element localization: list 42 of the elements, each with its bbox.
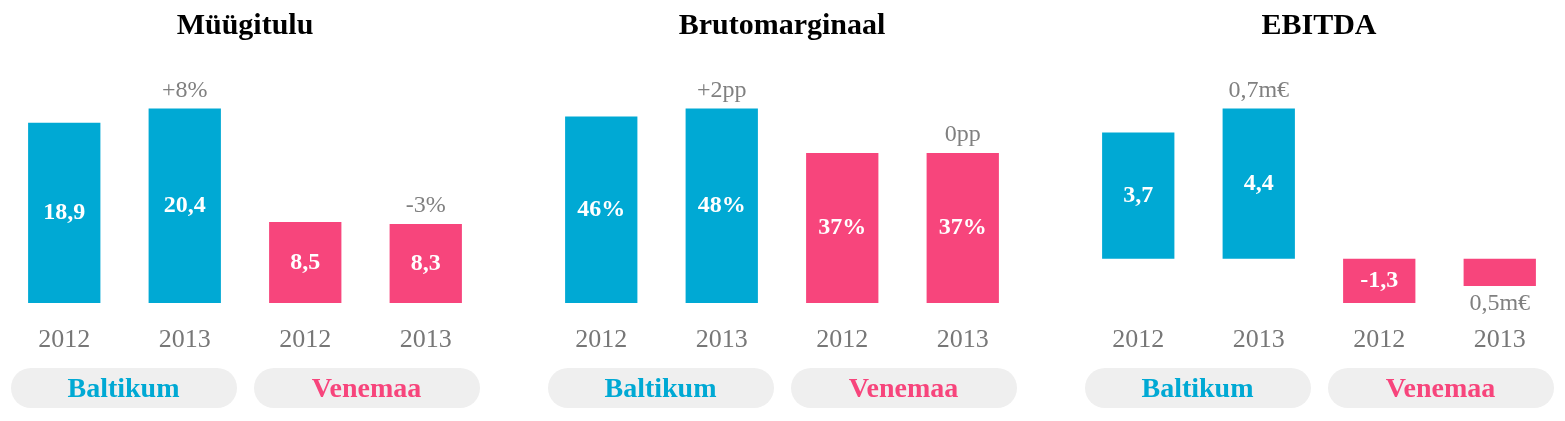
bar: [148, 108, 221, 304]
text: Venemaa: [1327, 368, 1554, 408]
data-label: 46%: [577, 195, 626, 222]
x-tick-label: 2013: [1473, 324, 1526, 354]
data-label: 20,4: [163, 190, 206, 217]
annotation: -3%: [405, 191, 446, 218]
chart-title: EBITDA: [1261, 6, 1377, 40]
data-label: -1,3: [1360, 266, 1399, 293]
text: Baltikum: [1084, 368, 1311, 408]
text: Baltikum: [547, 368, 774, 408]
x-tick-label: 2012: [279, 324, 332, 354]
data-label: 4,4: [1243, 168, 1274, 195]
data-label: 48%: [697, 190, 746, 217]
x-tick-label: 2013: [936, 324, 989, 354]
chart-title: Müügitulu: [176, 6, 314, 40]
text: 0,7m€: [1228, 75, 1290, 102]
text: Venemaa: [253, 368, 480, 408]
annotation: 0pp: [944, 120, 981, 147]
x-tick-label: 2012: [1112, 324, 1165, 354]
x-tick-label: 2012: [575, 324, 628, 354]
x-tick-label: 2012: [38, 324, 91, 354]
x-tick-label: 2013: [399, 324, 452, 354]
annotation: 0,5m€: [1469, 289, 1531, 316]
chart-title: Brutomarginaal: [678, 6, 886, 40]
bar: [389, 223, 462, 304]
data-label: 37%: [818, 213, 867, 240]
data-label: 18,9: [43, 198, 86, 225]
text: +8%: [161, 75, 208, 102]
text: Baltikum: [10, 368, 237, 408]
x-tick-label: 2013: [695, 324, 748, 354]
x-tick-label: 2013: [1232, 324, 1285, 354]
data-label: 3,7: [1123, 180, 1154, 207]
bar: [28, 122, 101, 304]
x-tick-label: 2012: [1353, 324, 1406, 354]
text: +2pp: [696, 75, 747, 102]
text: Venemaa: [790, 368, 1017, 408]
data-label: 8,5: [290, 247, 321, 274]
bar: [269, 221, 342, 304]
x-tick-label: 2013: [158, 324, 211, 354]
data-label: 8,3: [410, 248, 441, 275]
x-tick-label: 2012: [816, 324, 869, 354]
data-label: 37%: [938, 213, 987, 240]
